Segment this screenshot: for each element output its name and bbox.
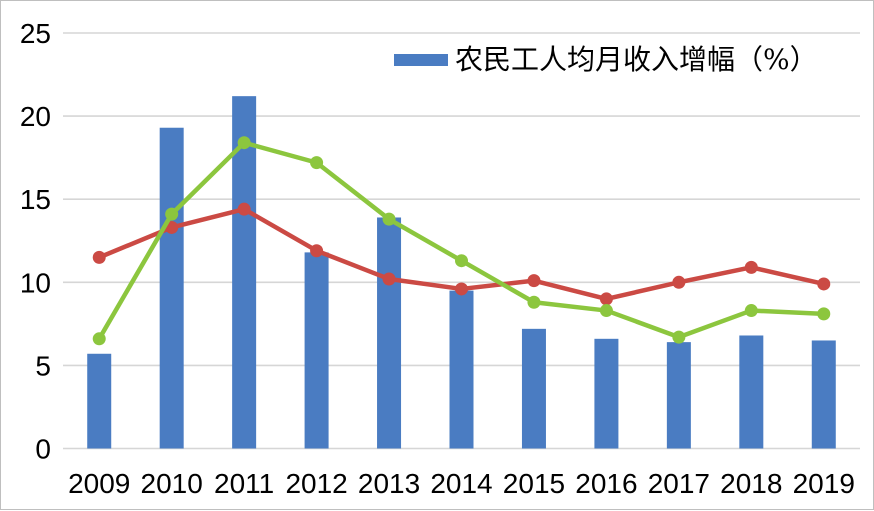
line-marker [310, 156, 324, 170]
x-tick-label: 2011 [214, 468, 274, 499]
line-marker [92, 250, 106, 264]
x-tick-label: 2009 [68, 468, 130, 499]
bar [811, 340, 836, 449]
line-marker [455, 282, 468, 296]
bar [304, 252, 329, 449]
line-marker [744, 304, 758, 318]
x-tick-label: 2013 [358, 468, 420, 499]
x-tick-label: 2017 [648, 468, 710, 499]
bar [739, 335, 764, 449]
bar [159, 127, 184, 449]
line-marker [744, 260, 758, 274]
bar [521, 328, 546, 449]
line-marker [237, 136, 251, 150]
line-marker [382, 272, 396, 286]
bar [377, 217, 402, 449]
x-tick-label: 2014 [430, 468, 492, 499]
legend-bar-swatch [394, 54, 448, 66]
line-marker [672, 330, 686, 344]
line-marker [92, 332, 106, 346]
bar [449, 290, 474, 449]
line-marker [527, 274, 541, 288]
bar [232, 96, 257, 449]
line-marker [672, 275, 686, 289]
bar [594, 338, 619, 449]
line-marker [817, 277, 831, 291]
legend[interactable]: 农民工人均月收入增幅（%） [394, 45, 818, 75]
bar [666, 342, 691, 449]
line-marker [817, 307, 831, 321]
x-tick-label: 2010 [141, 468, 203, 499]
x-tick-label: 2018 [720, 468, 782, 499]
line-marker [382, 212, 396, 226]
x-tick-label: 2012 [285, 468, 347, 499]
y-tick-label: 15 [20, 184, 51, 215]
line-marker [237, 202, 251, 216]
x-tick-label: 2019 [793, 468, 855, 499]
line-marker [599, 292, 613, 306]
x-tick-label: 2015 [503, 468, 565, 499]
y-tick-label: 0 [35, 434, 51, 465]
y-tick-label: 25 [20, 18, 51, 49]
bar [87, 353, 112, 449]
line-marker [310, 244, 324, 258]
line-marker [165, 207, 179, 221]
y-tick-label: 10 [20, 267, 51, 298]
line-marker [455, 254, 468, 268]
y-tick-label: 5 [35, 350, 51, 381]
y-tick-label: 20 [20, 101, 51, 132]
line-marker [599, 304, 613, 318]
x-tick-label: 2016 [575, 468, 637, 499]
line-marker [527, 295, 541, 309]
legend-label: 农民工人均月收入增幅（%） [455, 43, 818, 76]
